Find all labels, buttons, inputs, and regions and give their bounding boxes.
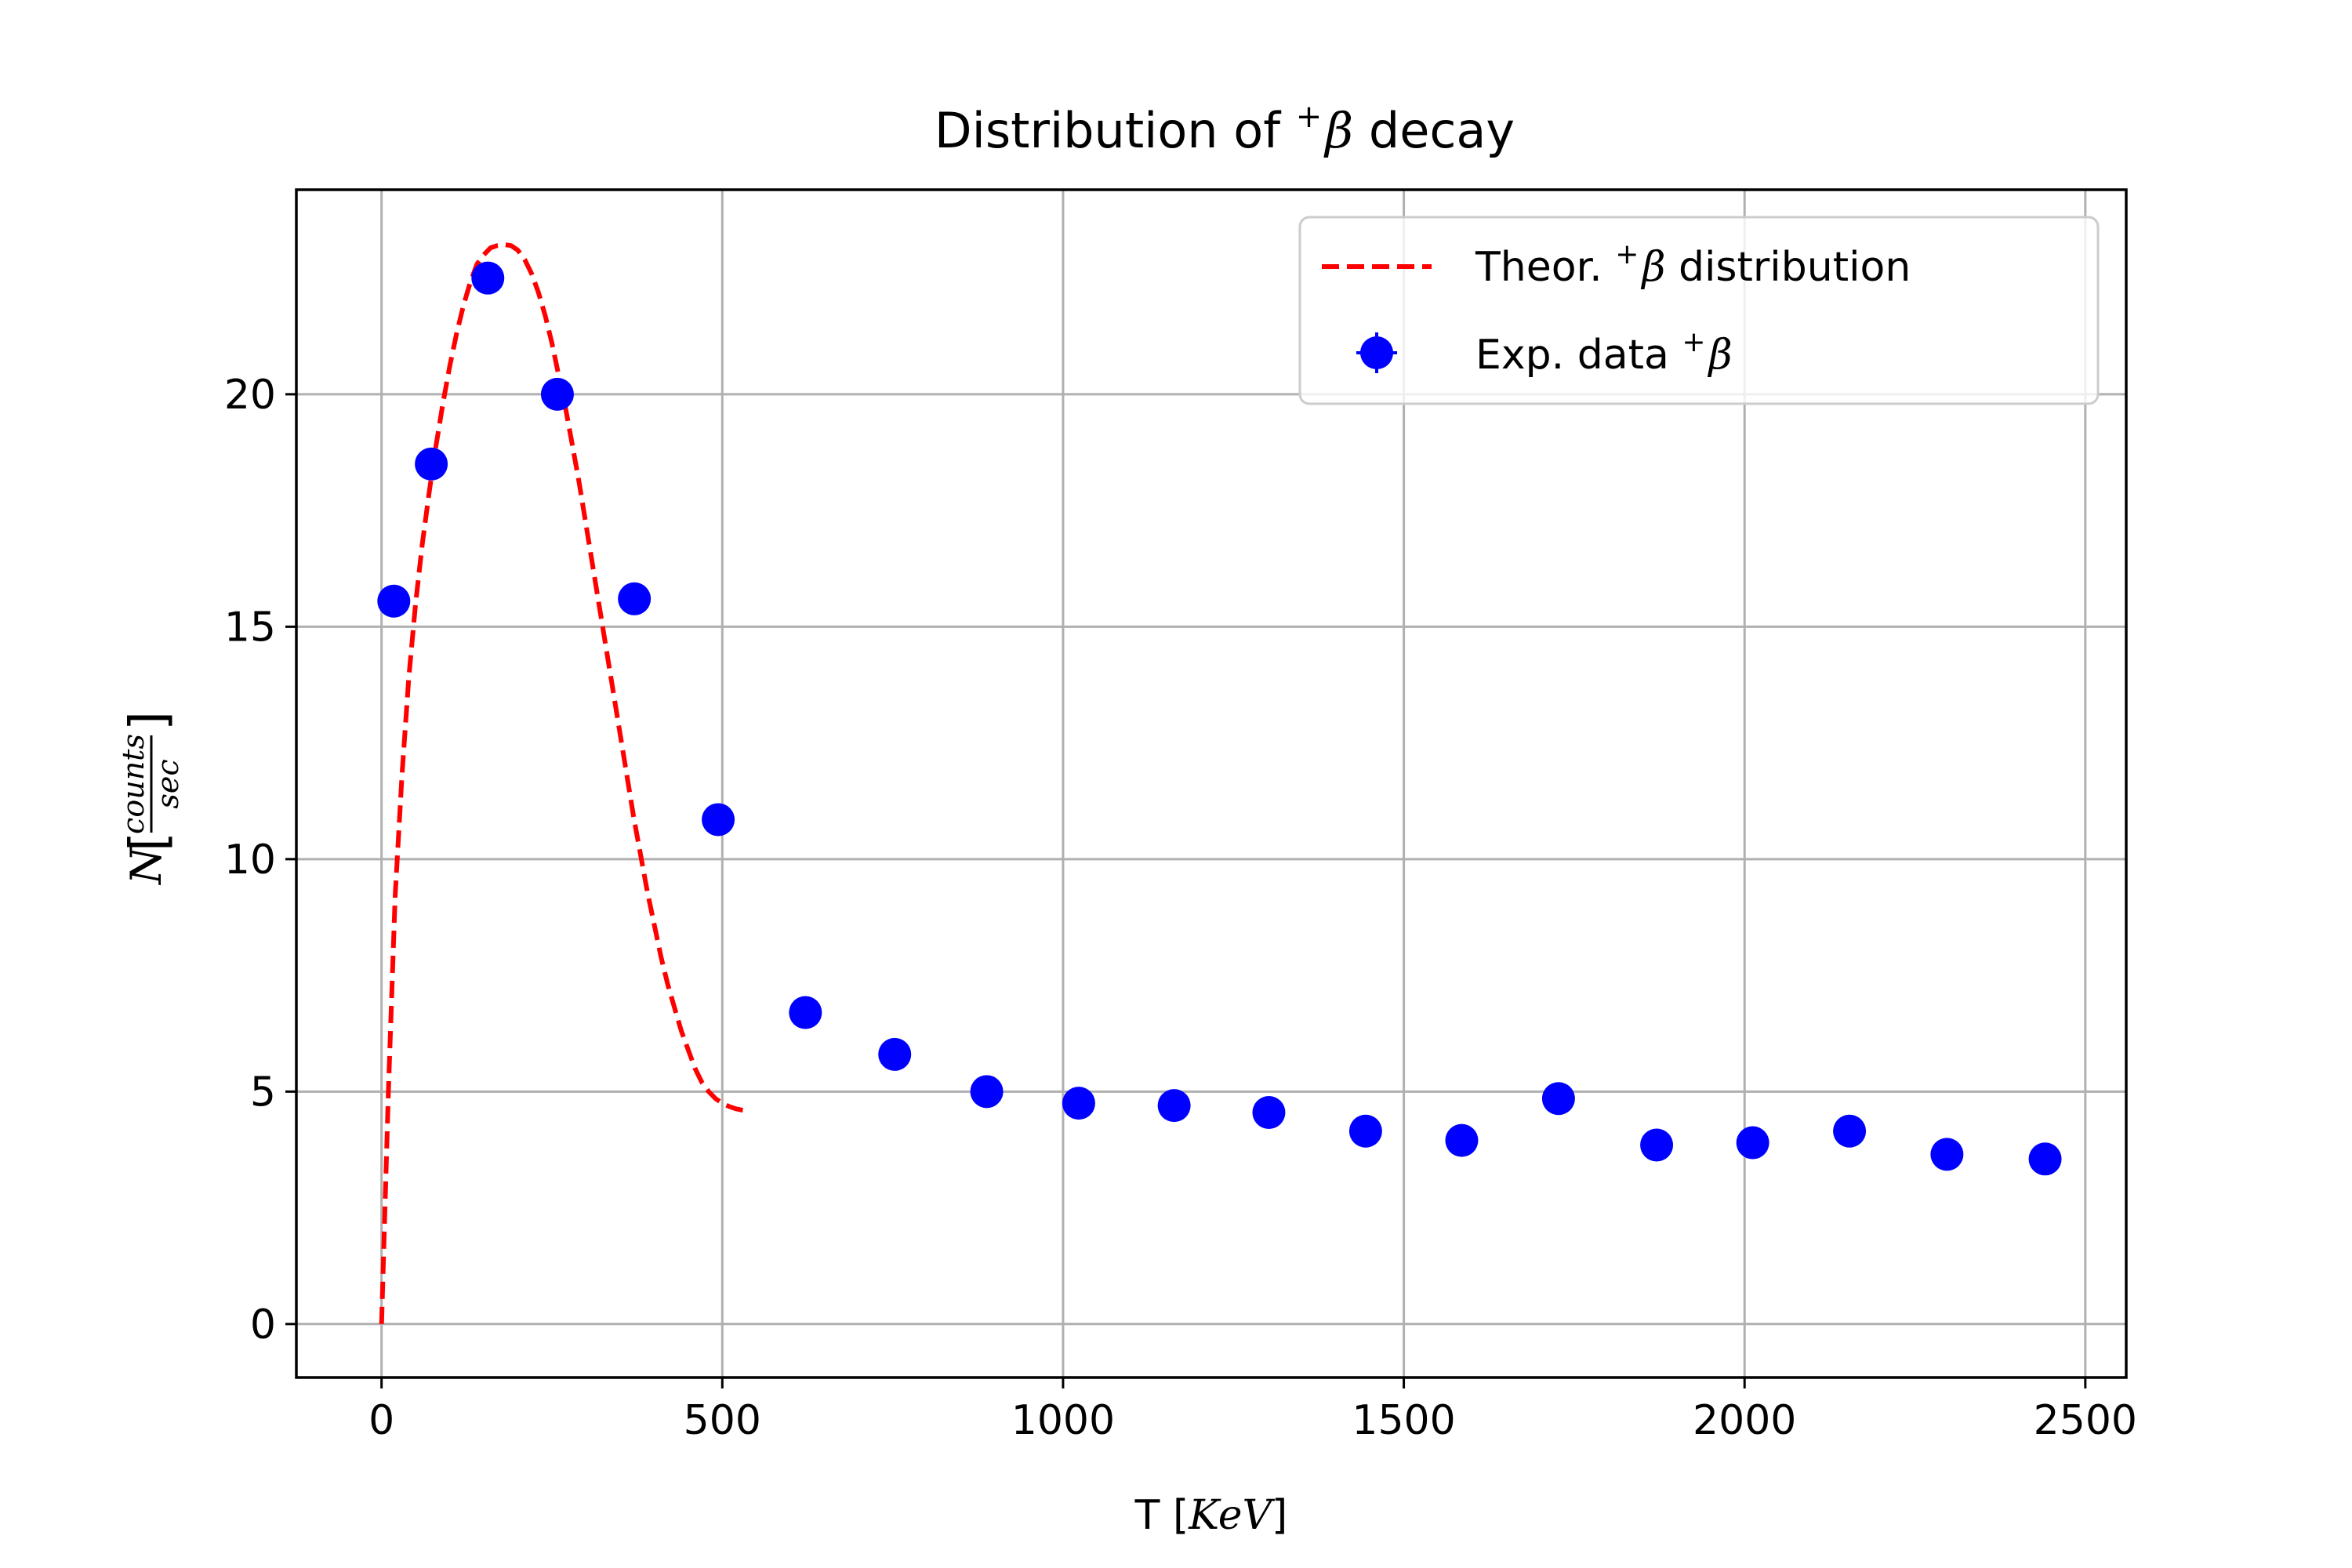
axis-ticks: 0 500 1000 1500 2000 2500 0 5 10 15 20 [224, 372, 2137, 1444]
data-point [702, 803, 735, 837]
legend-item-experimental: Exp. data +β [1475, 326, 1733, 379]
y-axis-label-numerator: counts [116, 734, 151, 834]
x-tick-label: 0 [368, 1397, 394, 1444]
data-point [377, 584, 411, 618]
data-point [618, 582, 652, 615]
data-point [789, 996, 822, 1029]
chart-title: Distribution of +β decay [935, 99, 1515, 159]
data-point [540, 377, 574, 411]
data-point [1833, 1114, 1867, 1148]
data-point [1541, 1082, 1575, 1116]
data-point [1640, 1128, 1674, 1162]
x-tick-label: 2000 [1693, 1397, 1796, 1444]
y-axis-label-bracket-left: [ [120, 832, 178, 851]
y-axis-label-base: N [122, 846, 171, 886]
y-axis-label-bracket-right: ] [120, 711, 178, 731]
plot-area [377, 242, 2062, 1324]
data-point [970, 1075, 1004, 1109]
legend-box [1298, 216, 2100, 405]
y-tick-label: 10 [224, 837, 276, 884]
y-tick-label: 5 [250, 1069, 276, 1116]
data-point [415, 447, 448, 481]
data-point [471, 261, 505, 295]
data-point [1062, 1087, 1095, 1120]
y-tick-label: 20 [224, 372, 276, 419]
legend-item-theoretical: Theor. +β distribution [1475, 238, 1911, 291]
y-tick-label: 0 [250, 1301, 276, 1348]
data-point [1930, 1138, 1964, 1171]
y-tick-label: 15 [224, 604, 276, 651]
x-tick-label: 500 [684, 1397, 761, 1444]
x-tick-label: 2500 [2034, 1397, 2137, 1444]
data-point [878, 1037, 912, 1071]
x-tick-label: 1000 [1011, 1397, 1115, 1444]
data-point [1157, 1089, 1191, 1123]
data-point [1252, 1096, 1286, 1130]
legend-marker-swatch [1360, 336, 1393, 369]
legend: Theor. +β distribution Exp. data +β [1298, 216, 2100, 405]
x-tick-label: 1500 [1352, 1397, 1455, 1444]
data-point [2028, 1142, 2062, 1176]
y-axis-label-denominator: sec [151, 759, 185, 808]
y-axis-label: N [ counts sec ] [116, 711, 185, 886]
data-point [1445, 1123, 1479, 1157]
x-axis-label: T [KeV] [1134, 1492, 1288, 1539]
data-point [1736, 1126, 1769, 1160]
plot-frame [295, 188, 2128, 1379]
data-point [1348, 1114, 1382, 1148]
